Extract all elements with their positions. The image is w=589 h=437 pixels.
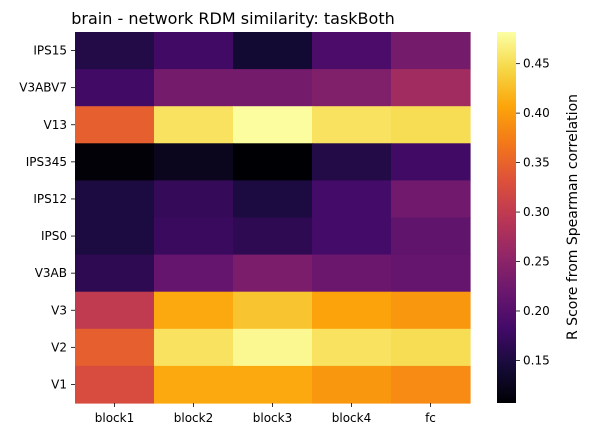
colorbar-ticks: 0.15 0.20 0.25 0.30 0.35 0.40 0.45 [516,57,550,367]
heatmap-cell [391,106,471,144]
heatmap-cell [75,254,155,293]
heatmap-cell [154,254,234,293]
heatmap-cell [233,69,313,107]
y-tick-label: V2 [51,340,67,354]
x-tick-label: block4 [332,411,371,425]
heatmap-cell [75,217,155,256]
y-tick-label: IPS15 [33,44,67,58]
x-tick-label: block3 [253,411,292,425]
heatmap-cells [75,32,471,404]
x-tick-label: block2 [174,411,213,425]
heatmap-cell [391,69,471,107]
heatmap-cell [312,106,392,144]
heatmap-cell [154,291,234,330]
heatmap-cell [391,143,471,181]
heatmap-cell [154,143,234,181]
colorbar-tick-label: 0.15 [523,353,550,367]
heatmap-cell [154,328,234,367]
y-tick-label: V3AB [35,266,67,280]
heatmap-cell [312,69,392,107]
heatmap-cell [233,254,313,293]
colorbar-tick-label: 0.25 [523,255,550,269]
y-tick-label: V3 [51,303,67,317]
x-tick-label: block1 [95,411,134,425]
heatmap-cell [391,328,471,367]
heatmap-cell [75,143,155,181]
heatmap-cell [75,32,155,70]
heatmap-cell [75,328,155,367]
heatmap-cell [154,106,234,144]
heatmap-cell [312,365,392,404]
heatmap-cell [154,365,234,404]
heatmap-cell [154,217,234,256]
colorbar-tick-label: 0.40 [523,106,550,120]
heatmap-cell [233,143,313,181]
heatmap-cell [233,180,313,219]
heatmap-cell [154,69,234,107]
heatmap-cell [312,254,392,293]
y-tick-label: IPS12 [33,192,67,206]
heatmap-cell [391,180,471,219]
heatmap-cell [233,365,313,404]
heatmap-cell [75,69,155,107]
colorbar-tick-label: 0.35 [523,156,550,170]
heatmap-cell [233,291,313,330]
heatmap-cell [233,32,313,70]
y-tick-label: V1 [51,377,67,391]
colorbar-tick-label: 0.45 [523,57,550,71]
heatmap-cell [154,32,234,70]
heatmap-cell [154,180,234,219]
heatmap-cell [312,143,392,181]
heatmap-cell [233,106,313,144]
x-tick-label: fc [425,411,436,425]
y-tick-label: IPS0 [41,229,67,243]
heatmap-cell [75,106,155,144]
colorbar-tick-label: 0.20 [523,304,550,318]
heatmap-cell [233,217,313,256]
heatmap-cell [312,291,392,330]
heatmap-cell [312,180,392,219]
colorbar [497,32,516,403]
heatmap-cell [312,32,392,70]
chart-title: brain - network RDM similarity: taskBoth [71,9,394,28]
heatmap-cell [391,217,471,256]
heatmap-cell [233,328,313,367]
heatmap-cell [312,217,392,256]
heatmap-cell [75,291,155,330]
heatmap-cell [391,365,471,404]
colorbar-tick-label: 0.30 [523,205,550,219]
heatmap-cell [391,32,471,70]
heatmap-cell [391,291,471,330]
x-axis: block1 block2 block3 block4 fc [95,403,436,425]
y-axis: IPS15 V3ABV7 V13 IPS345 IPS12 IPS0 V3AB V3 V2 V1 [19,44,75,391]
y-tick-label: IPS345 [26,155,67,169]
y-tick-label: V3ABV7 [19,81,67,95]
y-tick-label: V13 [44,118,67,132]
heatmap-cell [75,365,155,404]
heatmap-cell [75,180,155,219]
colorbar-label: R Score from Spearman correlation [565,94,581,340]
heatmap-cell [312,328,392,367]
heatmap-cell [391,254,471,293]
